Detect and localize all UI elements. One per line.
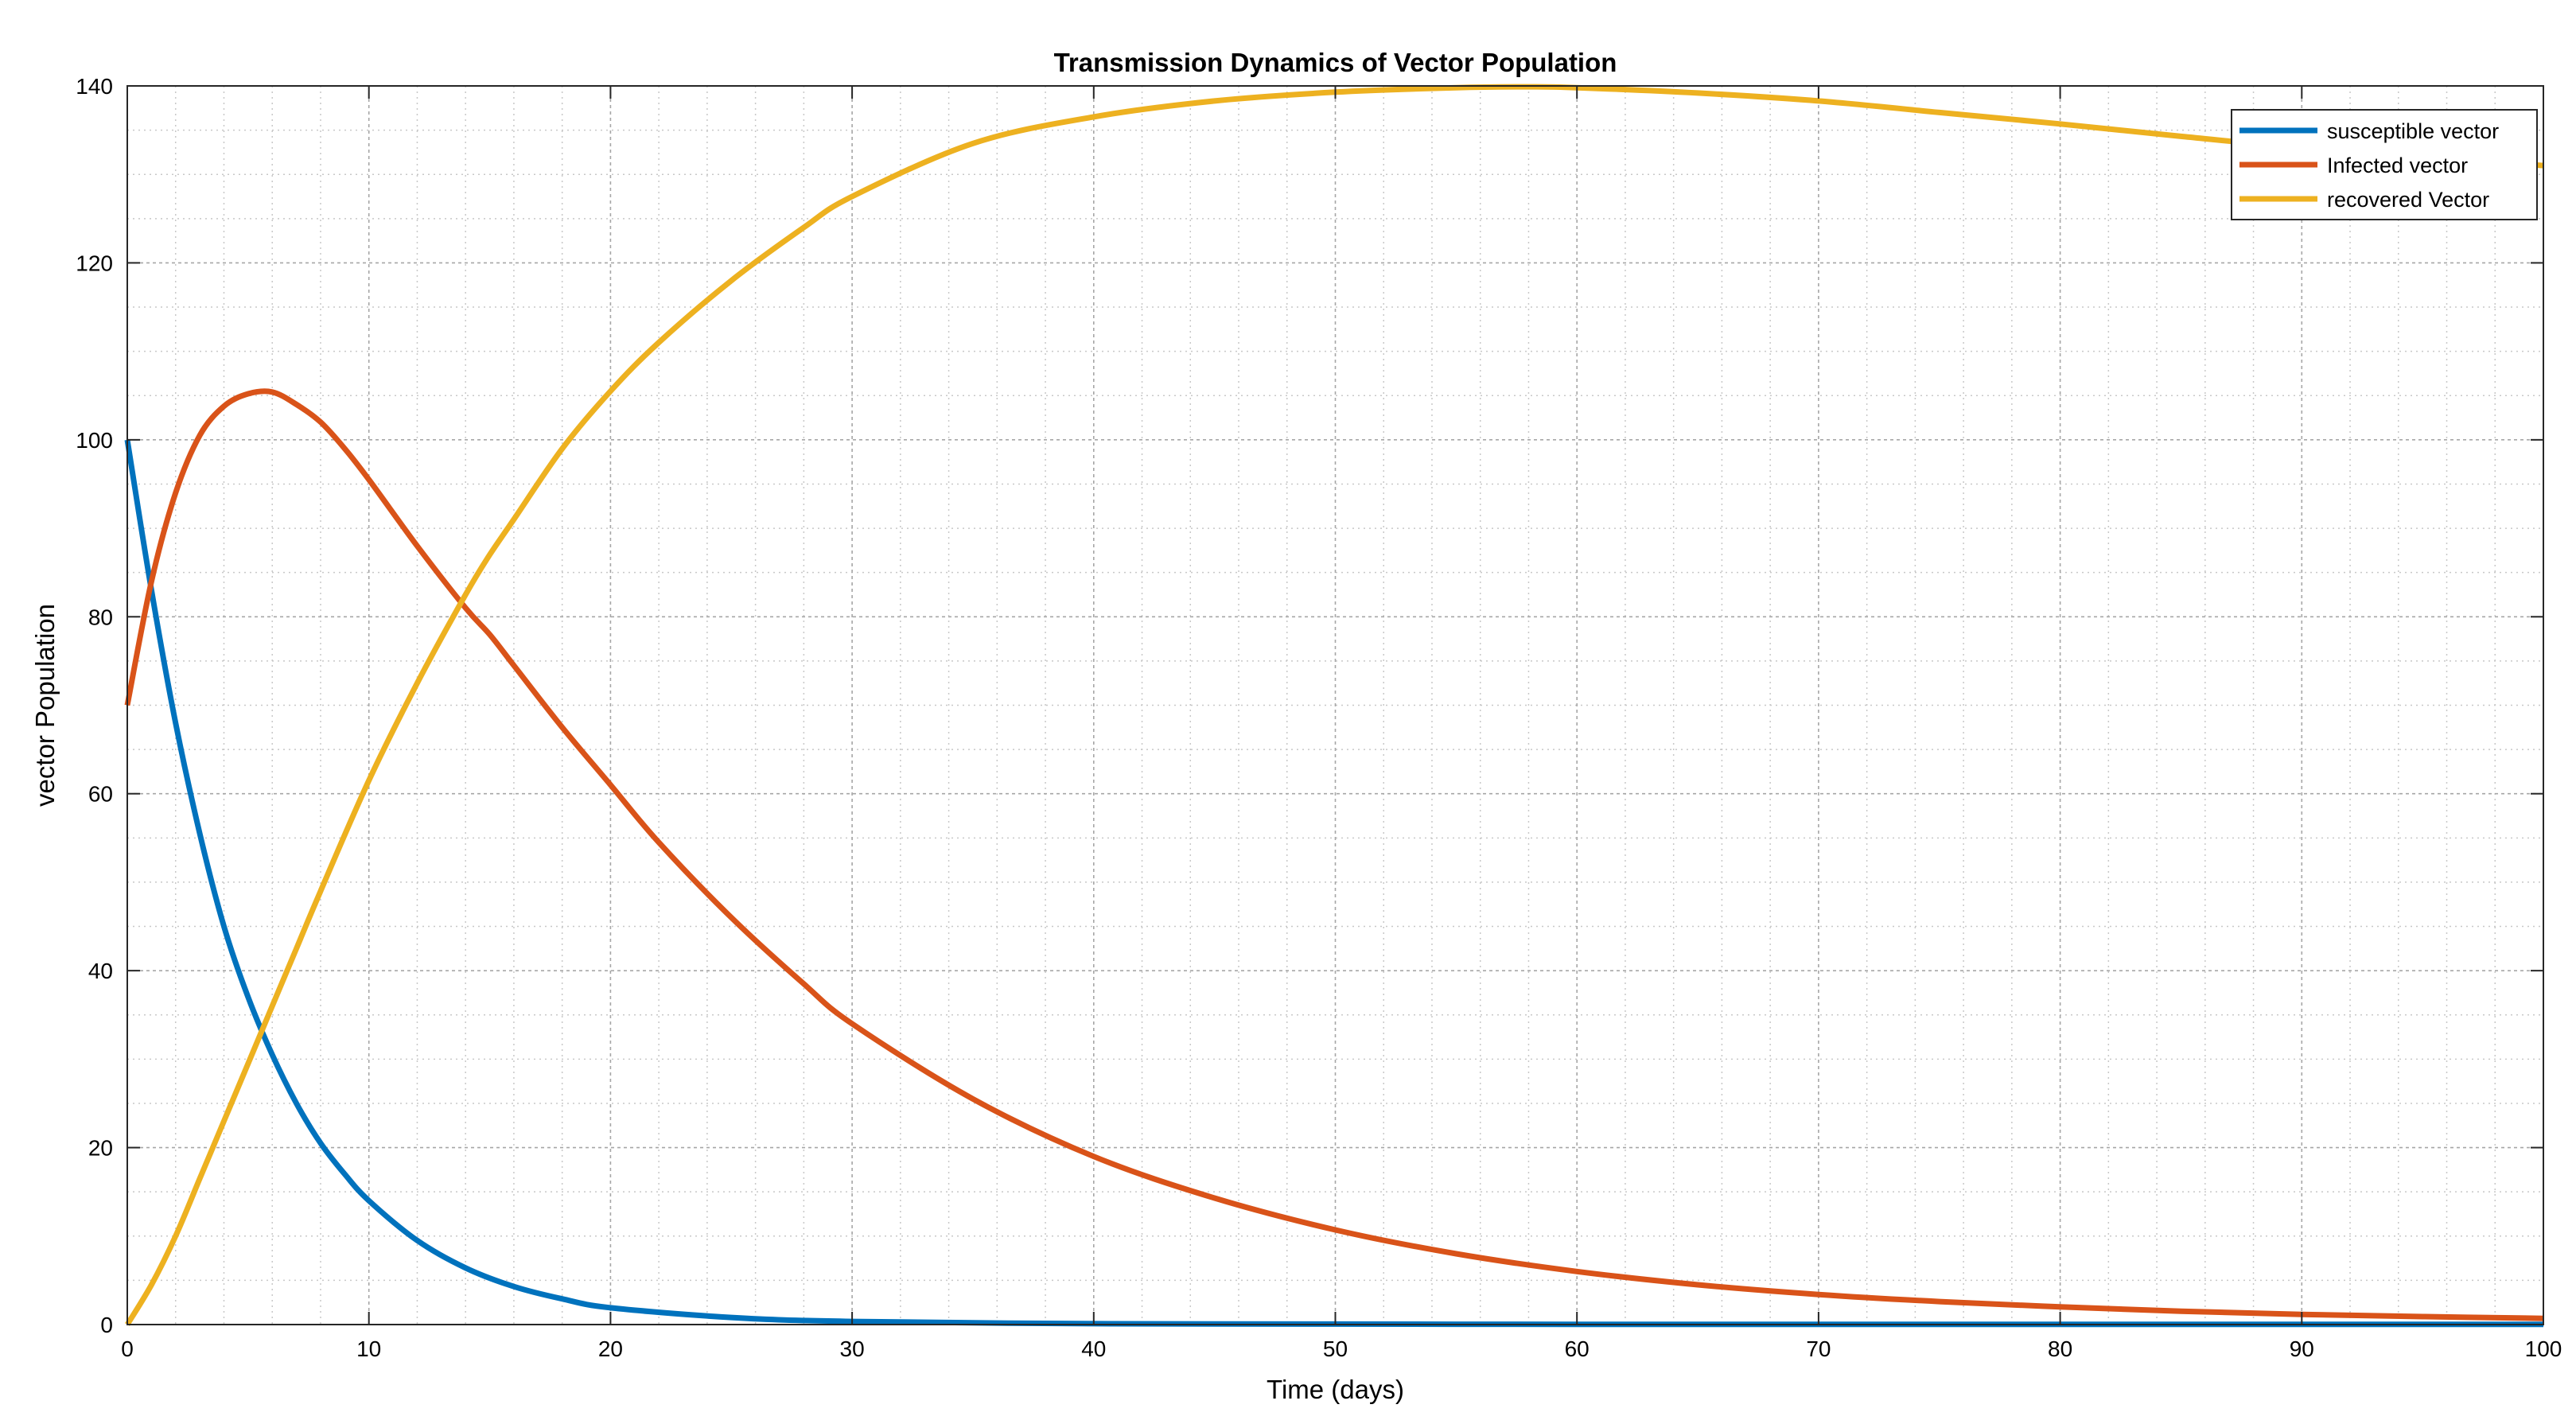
x-tick-label: 50: [1323, 1336, 1348, 1361]
y-tick-label: 100: [76, 428, 113, 453]
legend-label: susceptible vector: [2327, 119, 2499, 143]
x-tick-label: 40: [1081, 1336, 1106, 1361]
y-tick-label: 20: [88, 1136, 113, 1161]
legend: susceptible vector Infected vector recover…: [2231, 109, 2538, 220]
x-axis-label: Time (days): [1267, 1375, 1404, 1404]
x-tick-label: 10: [356, 1336, 381, 1361]
x-tick-label: 100: [2525, 1336, 2562, 1361]
x-tick-label: 0: [121, 1336, 134, 1361]
x-tick-label: 70: [1806, 1336, 1831, 1361]
y-tick-label: 0: [100, 1313, 113, 1337]
y-tick-labels: 0 20 40 60 80 100 120 140: [76, 74, 113, 1337]
minor-gridlines: [127, 86, 2543, 1325]
y-tick-label: 60: [88, 782, 113, 807]
y-tick-label: 120: [76, 251, 113, 275]
series-line-recovered-vector: [125, 84, 2544, 1326]
x-tick-labels: 0 10 20 30 40 50 60 70 80 90 100: [121, 1336, 2562, 1361]
y-tick-label: 140: [76, 74, 113, 99]
y-axis-label: vector Population: [30, 604, 60, 807]
y-tick-label: 80: [88, 605, 113, 629]
legend-label: recovered Vector: [2327, 188, 2489, 212]
series-line-infected-vector: [124, 388, 2544, 1321]
x-tick-label: 90: [2290, 1336, 2314, 1361]
major-gridlines: [126, 85, 2544, 1325]
x-tick-label: 60: [1565, 1336, 1590, 1361]
chart-title: Transmission Dynamics of Vector Populati…: [1054, 48, 1617, 77]
x-tick-label: 30: [840, 1336, 865, 1361]
x-tick-label: 20: [598, 1336, 623, 1361]
legend-label: Infected vector: [2327, 154, 2468, 177]
axis-ticks: [126, 85, 2544, 1325]
x-tick-label: 80: [2048, 1336, 2072, 1361]
y-tick-label: 40: [88, 959, 113, 983]
